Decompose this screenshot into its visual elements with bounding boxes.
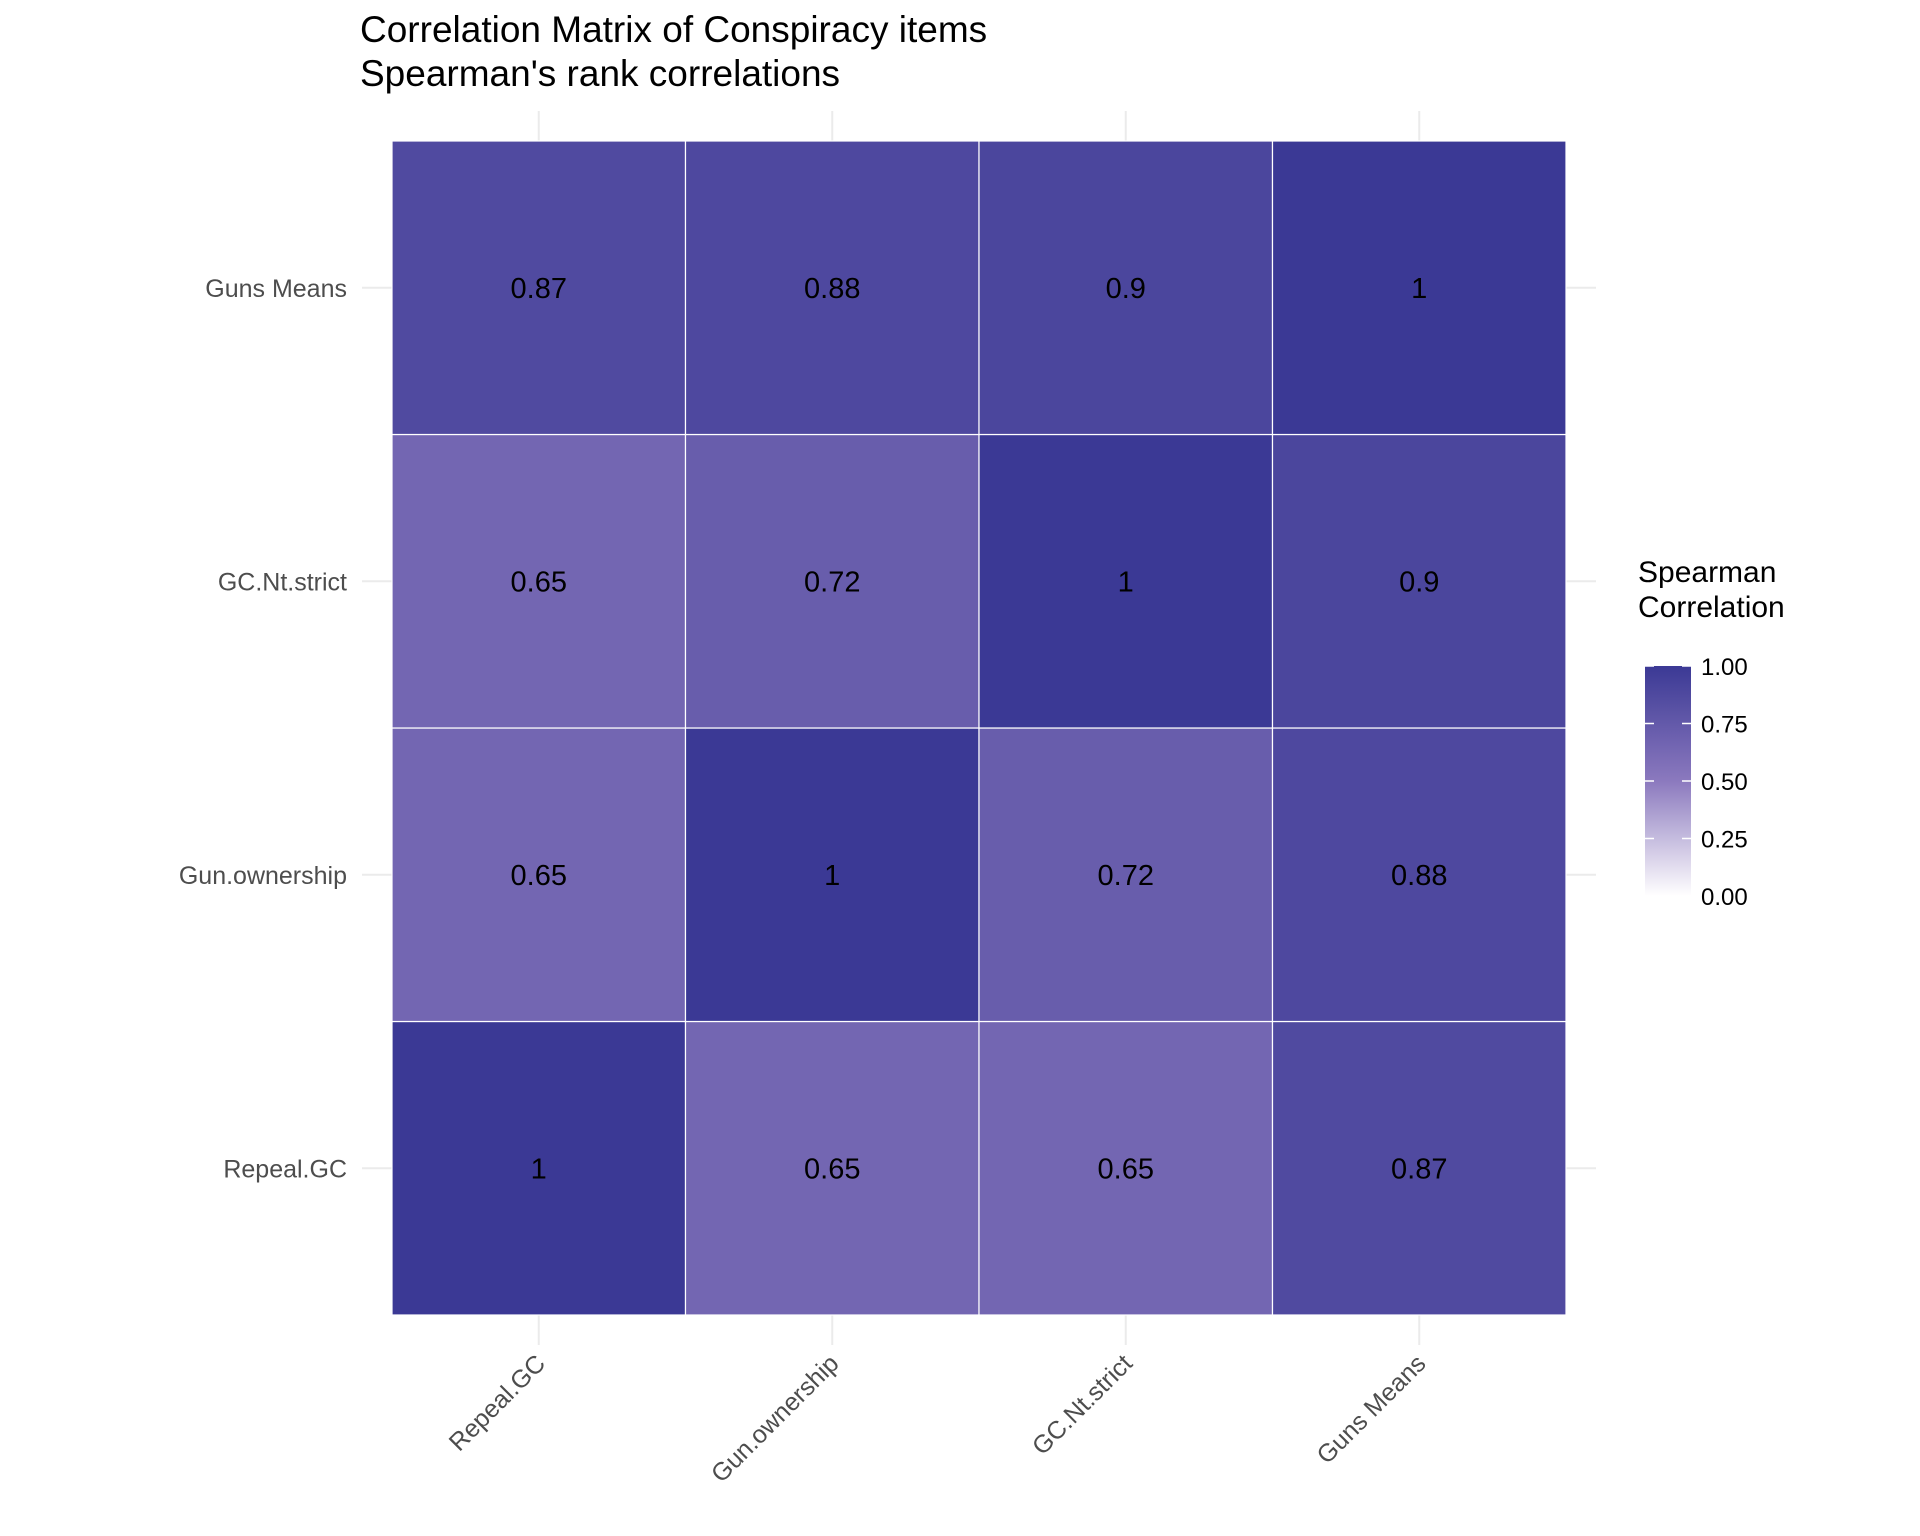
cell-value-label: 1 [531,1153,547,1185]
heatmap-cell [391,140,687,436]
cell-value-label: 0.65 [804,1153,860,1185]
legend-tick-label: 0.00 [1701,884,1748,911]
y-tick-label: GC.Nt.strict [218,568,347,596]
cell-value-label: 0.65 [511,566,567,598]
cell-value-label: 0.88 [1391,860,1447,892]
heatmap-cell [1271,727,1567,1023]
cell-value-label: 0.65 [511,860,567,892]
legend-title-line1: Spearman [1638,556,1776,589]
heatmap-cell [1271,140,1567,436]
cell-value-label: 0.9 [1106,273,1146,305]
heatmap-cell [391,433,687,729]
legend-title-line2: Correlation [1638,591,1785,624]
x-tick-label: GC.Nt.strict [1027,1349,1138,1460]
y-tick-label: Guns Means [205,275,347,303]
legend-tick-label: 1.00 [1701,654,1748,681]
cell-value-label: 1 [1411,273,1427,305]
heatmap-cell [978,433,1274,729]
cell-value-label: 0.65 [1098,1153,1154,1185]
heatmap-cell [978,140,1274,436]
cell-value-label: 0.87 [511,273,567,305]
color-legend: Spearman Correlation 1.00 0.75 0.50 0.25 0.0… [1638,556,1785,911]
legend-tick-label: 0.75 [1701,712,1748,739]
heatmap-cell [684,1020,980,1316]
heatmap-cell-labels: 1 0.65 0.65 0.87 0.65 1 0.72 0.88 0.65 0.72 1 0.9 0.… [511,273,1448,1186]
cell-value-label: 0.88 [804,273,860,305]
cell-value-label: 0.87 [1391,1153,1447,1185]
chart-subtitle: Spearman's rank correlations [360,53,840,94]
heatmap-cell [1271,1020,1567,1316]
x-axis-tick-labels: Repeal.GC Gun.ownership GC.Nt.strict Guns M… [444,1349,1432,1488]
x-tick-label: Guns Means [1311,1349,1431,1469]
heatmap-cell [684,727,980,1023]
heatmap-cell [391,1020,687,1316]
cell-value-label: 0.72 [804,566,860,598]
legend-tick-label: 0.25 [1701,827,1748,854]
y-tick-label: Repeal.GC [223,1155,347,1183]
cell-value-label: 0.72 [1098,860,1154,892]
x-tick-label: Gun.ownership [706,1349,845,1488]
x-tick-label: Repeal.GC [444,1349,551,1456]
heatmap-cell [391,727,687,1023]
heatmap-cell [978,1020,1274,1316]
y-axis-tick-labels: Repeal.GC Gun.ownership GC.Nt.strict Guns M… [179,275,347,1184]
y-tick-label: Gun.ownership [179,862,347,890]
cell-value-label: 1 [1118,566,1134,598]
heatmap-cells [391,140,1567,1316]
cell-value-label: 1 [824,860,840,892]
legend-tick-label: 0.50 [1701,769,1748,796]
heatmap-cell [1271,433,1567,729]
cell-value-label: 0.9 [1399,566,1439,598]
heatmap-cell [684,140,980,436]
chart-title: Correlation Matrix of Conspiracy items [360,9,987,50]
